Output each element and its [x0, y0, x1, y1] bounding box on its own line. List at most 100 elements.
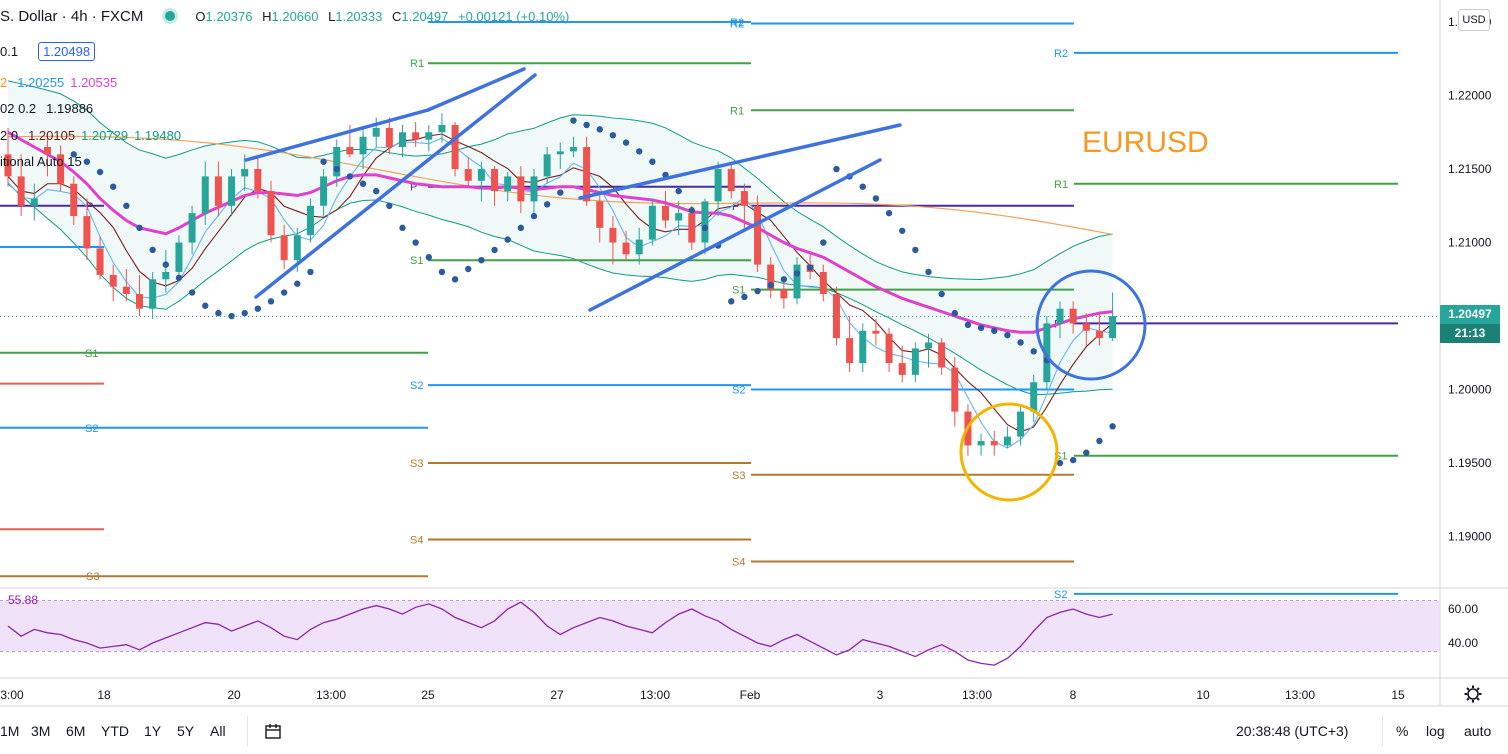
range-all[interactable]: All — [210, 723, 226, 739]
psar-dot — [386, 202, 393, 209]
psar-dot — [215, 309, 222, 317]
gear-tooth — [1476, 687, 1480, 691]
chart-header: S. Dollar · 4h · FXCM O1.20376 H1.20660 … — [0, 4, 569, 28]
candle-body — [438, 124, 446, 133]
candle-body — [1043, 323, 1051, 383]
calendar-goto-icon[interactable] — [264, 722, 284, 740]
pivot-level-label: R1 — [410, 58, 424, 70]
price-axis-label: 1.22000 — [1448, 89, 1492, 103]
psar-dot — [951, 309, 958, 317]
breakout-circle-annotation — [1035, 269, 1147, 381]
psar-dot — [228, 312, 235, 320]
chart-settings-icon[interactable] — [1464, 685, 1482, 703]
candle-body — [280, 235, 288, 261]
ohlc-values: O1.20376 H1.20660 L1.20333 C1.20497 +0.0… — [195, 8, 570, 24]
indicator-legend-5[interactable]: itional Auto 15 — [0, 154, 82, 169]
psar-dot — [241, 309, 248, 317]
candle-body — [399, 132, 406, 147]
candle-body — [385, 127, 393, 147]
price-axis-label: 1.21500 — [1448, 162, 1492, 176]
range-ytd[interactable]: YTD — [101, 723, 129, 739]
psar-dot — [1096, 437, 1103, 445]
indicator-legend-2[interactable]: 2 1.20255 1.20535 — [0, 75, 118, 90]
pivot-level-label: P — [732, 201, 739, 213]
psar-dot — [1083, 449, 1090, 456]
range-1y[interactable]: 1Y — [144, 723, 162, 739]
pivot-level-label: S2 — [85, 423, 98, 435]
candle-body — [846, 338, 854, 364]
psar-dot — [925, 268, 932, 276]
close-value: 1.20497 — [401, 8, 449, 24]
psar-dot — [451, 276, 459, 283]
symbol-title[interactable]: S. Dollar · 4h · FXCM — [0, 7, 144, 25]
pivot-level-label: S3 — [732, 470, 745, 482]
psar-dot — [70, 151, 77, 158]
trendline-drawing — [244, 108, 430, 162]
psar-dot — [175, 274, 183, 282]
candle-body — [754, 205, 762, 265]
range-3m[interactable]: 3M — [31, 723, 51, 739]
clock-timezone[interactable]: 20:38:48 (UTC+3) — [1236, 723, 1349, 739]
candle-body — [228, 176, 236, 206]
psar-dot — [1109, 423, 1116, 430]
log-toggle[interactable]: log — [1426, 723, 1445, 739]
psar-dot — [767, 281, 774, 289]
candle-body — [701, 201, 709, 243]
psar-dot — [465, 265, 472, 273]
candle-body — [1003, 436, 1011, 446]
pivot-level-label: S1 — [732, 285, 745, 297]
psar-dot — [833, 165, 840, 173]
range-6m[interactable]: 6M — [66, 723, 86, 739]
eurusd-annotation: EURUSD — [1082, 126, 1209, 159]
time-axis-label: 18 — [97, 688, 111, 702]
psar-dot — [96, 168, 104, 176]
psar-dot — [1017, 339, 1024, 346]
price-axis-label: 1.21000 — [1448, 236, 1492, 250]
candle-body — [543, 154, 551, 177]
candle-body — [241, 169, 249, 177]
trendline-drawing — [254, 73, 537, 299]
psar-dot — [754, 287, 761, 295]
candle-body — [83, 216, 91, 249]
time-axis-label: 10 — [1196, 688, 1210, 702]
rsi-axis-label: 60.00 — [1448, 602, 1478, 616]
psar-dot — [912, 246, 919, 254]
psar-dot — [83, 158, 91, 165]
time-axis-label: 25 — [421, 688, 435, 702]
candle-body — [727, 169, 735, 192]
countdown-tag: 21:13 — [1440, 324, 1500, 343]
range-5y[interactable]: 5Y — [177, 723, 195, 739]
candle-body — [780, 289, 788, 299]
psar-dot — [373, 187, 380, 195]
candle-body — [57, 154, 65, 184]
indicator-legend-3[interactable]: 02 0.2 1.19886 — [0, 101, 94, 116]
pivot-level-label: R2 — [730, 17, 744, 29]
candle-body — [1109, 316, 1117, 339]
currency-button[interactable]: USD — [1458, 9, 1490, 31]
psar-dot — [346, 173, 354, 180]
candle-body — [977, 441, 985, 446]
candle-body — [648, 205, 656, 240]
auto-toggle[interactable]: auto — [1464, 723, 1492, 739]
support-circle-annotation — [959, 402, 1059, 502]
psar-dot — [517, 224, 525, 232]
range-1m[interactable]: 1M — [0, 723, 20, 739]
psar-dot — [280, 289, 288, 296]
indicator-legend-4[interactable]: 2 0 1.20105 1.20729 1.19480 — [0, 128, 182, 143]
indicator-legend-1[interactable]: 0.1 1.20498 — [0, 42, 96, 61]
candle-body — [596, 201, 604, 228]
candle-body — [714, 169, 722, 202]
candle-body — [149, 279, 157, 309]
candle-body — [162, 271, 170, 280]
indicator-value-badge: 1.20498 — [38, 42, 96, 61]
toolbar-divider — [1382, 716, 1383, 746]
candle-body — [175, 242, 183, 272]
psar-dot — [938, 290, 945, 298]
pivot-level-label: P — [86, 201, 93, 213]
candle-body — [346, 147, 354, 155]
candle-body — [898, 363, 906, 375]
candle-body — [819, 271, 827, 294]
candle-body — [793, 264, 801, 299]
percent-toggle[interactable]: % — [1396, 723, 1409, 739]
